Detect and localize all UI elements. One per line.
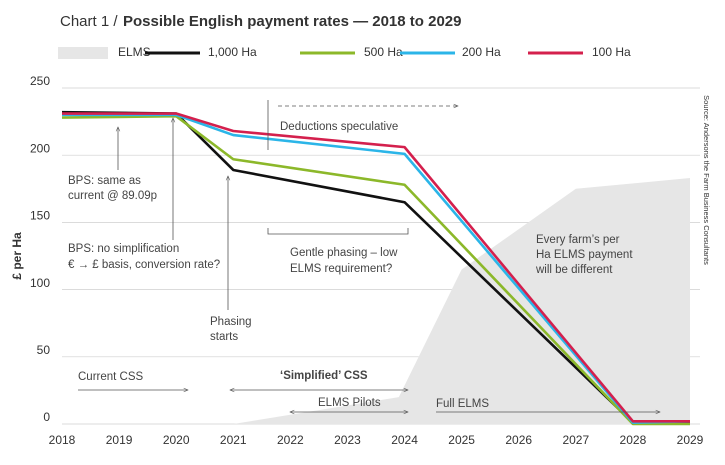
y-tick-label: 50 [37,343,51,357]
x-tick-label: 2029 [677,433,704,447]
annotation: starts [210,331,238,343]
line [62,112,690,423]
annotation: Current CSS [78,371,144,383]
annotation: Phasing [210,316,252,328]
x-tick-label: 2022 [277,433,304,447]
legend-swatch [58,47,108,59]
annotation: Ha ELMS payment [536,249,633,261]
legend-label: 1,000 Ha [208,45,257,59]
x-tick-label: 2018 [49,433,76,447]
annotation: Every farm’s per [536,234,620,246]
legend-label: ELMS [118,45,151,59]
annotation: ELMS requirement? [290,263,392,275]
annotation: Full ELMS [436,398,489,410]
annotation: current @ 89.09p [68,190,157,202]
x-tick-label: 2028 [620,433,647,447]
bracket [267,228,409,235]
source: Source: Andersons the Farm Business Cons… [702,95,711,265]
annotation: BPS: no simplification [68,243,179,255]
x-tick-label: 2020 [163,433,190,447]
annotation: will be different [535,264,613,276]
x-tick-label: 2025 [448,433,475,447]
y-tick-label: 200 [30,141,50,155]
annotation-arrows [78,100,660,412]
legend-label: 500 Ha [364,45,403,59]
annotation: Deductions speculative [280,121,398,133]
annotation: BPS: same as [68,175,141,187]
y-tick-label: 250 [30,74,50,88]
x-tick-label: 2027 [562,433,589,447]
annotation: ‘Simplified’ CSS [280,370,368,382]
y-axis-label: £ per Ha [10,232,24,280]
annotation: € → £ basis, conversion rate? [68,259,220,271]
y-tick-label: 100 [30,276,50,290]
annotation: ELMS Pilots [318,397,381,409]
x-tick-label: 2024 [391,433,418,447]
lines-layer [61,110,691,426]
x-tick-label: 2023 [334,433,361,447]
y-tick-label: 0 [43,410,50,424]
x-tick-label: 2019 [106,433,133,447]
legend-label: 100 Ha [592,45,631,59]
line [61,114,690,426]
legend-label: 200 Ha [462,45,501,59]
chart-label: Chart 1 / [60,13,118,30]
x-tick-label: 2021 [220,433,247,447]
chart-title: Possible English payment rates — 2018 to… [123,13,461,30]
x-tick-label: 2026 [505,433,532,447]
y-tick-label: 150 [30,209,50,223]
annotation: Gentle phasing – low [290,247,398,259]
